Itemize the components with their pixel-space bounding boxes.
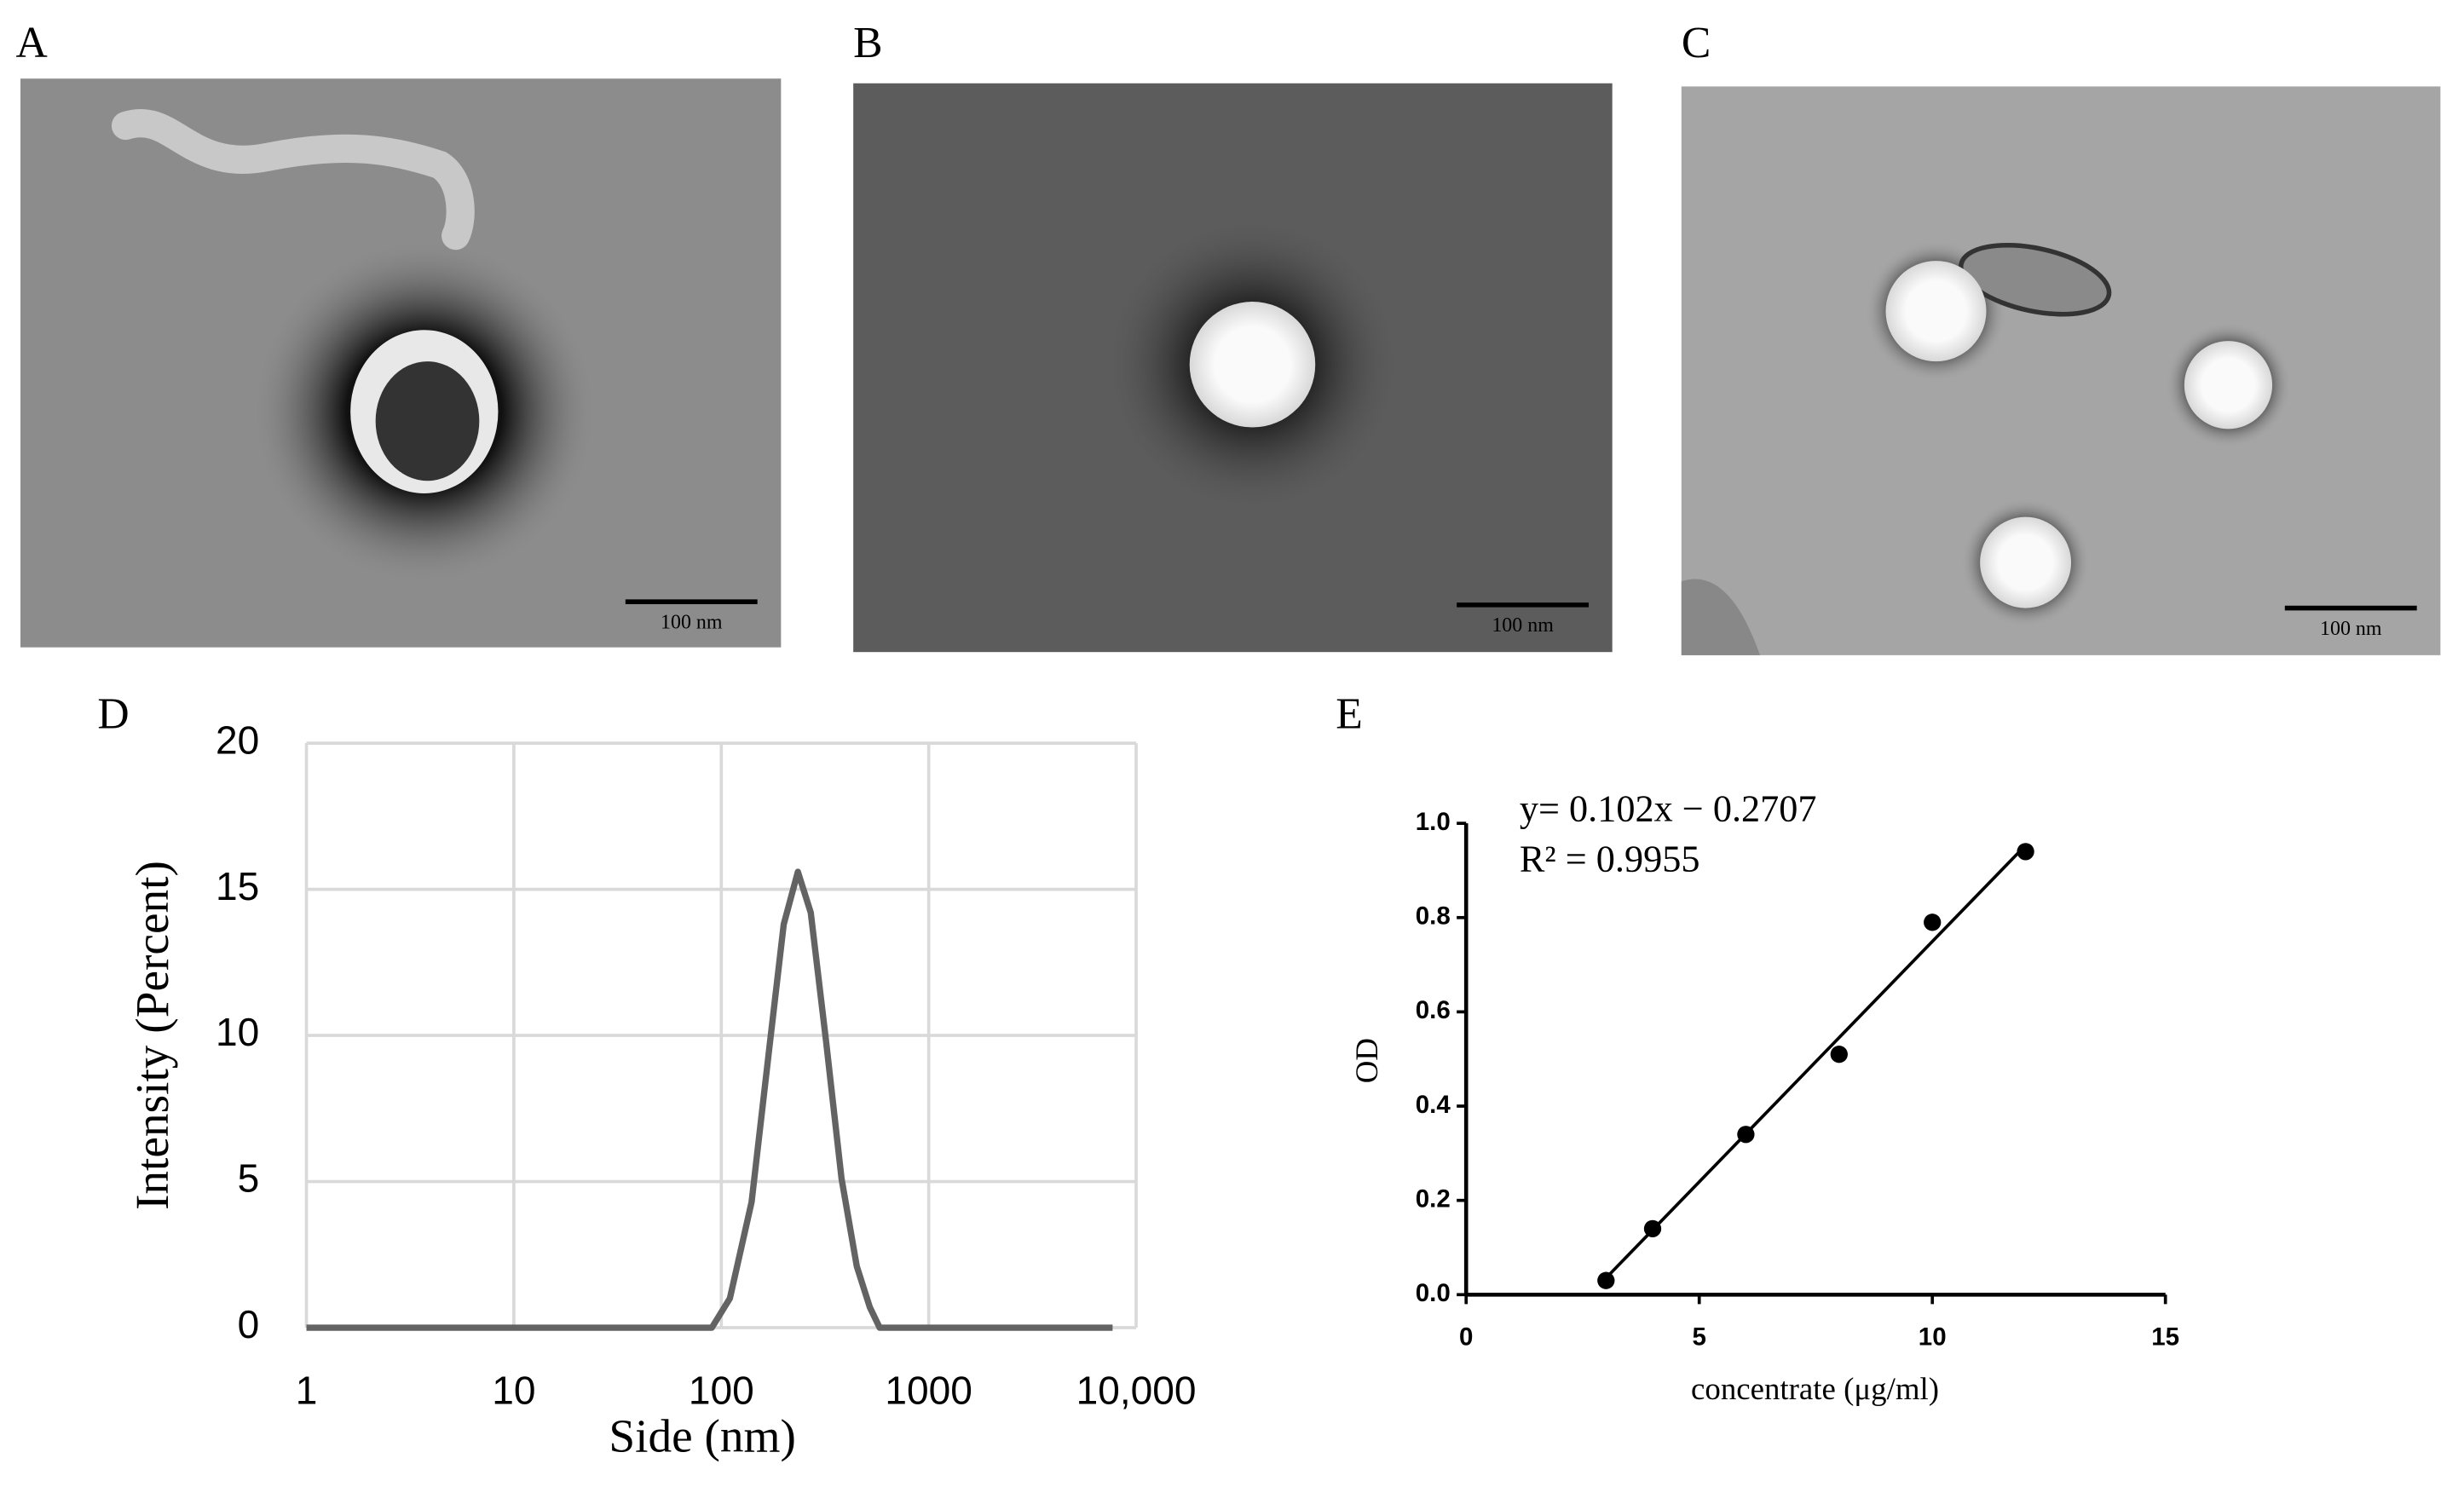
x-tick-label: 15 <box>2151 1323 2179 1352</box>
x-tick-label: 10 <box>492 1369 535 1413</box>
x-axis-title: concentrate (μg/ml) <box>1691 1371 1939 1407</box>
data-line <box>306 868 1113 1331</box>
micrograph-a: 100 nm A <box>15 19 782 648</box>
y-tick-label: 1.0 <box>1416 808 1451 836</box>
fit-line <box>1604 844 2027 1280</box>
panel-label: C <box>1682 19 1711 67</box>
x-axis-title: Side (nm) <box>609 1409 796 1461</box>
y-tick-label: 0.6 <box>1416 996 1451 1024</box>
y-tick-label: 0.4 <box>1416 1091 1451 1119</box>
y-tick-label: 0 <box>238 1302 260 1346</box>
y-tick-label: 20 <box>216 718 259 762</box>
scale-bar-label: 100 nm <box>1492 614 1554 637</box>
data-point <box>1597 1271 1615 1289</box>
y-tick-label: 0.0 <box>1416 1279 1451 1307</box>
annotation: R² = 0.9955 <box>1520 838 1700 879</box>
data-point <box>1830 1046 1848 1063</box>
panel-label: B <box>853 19 882 67</box>
x-tick-label: 100 <box>689 1369 754 1413</box>
y-tick-label: 15 <box>216 864 259 908</box>
annotation: y= 0.102x − 0.2707 <box>1520 787 1817 829</box>
y-tick-label: 10 <box>216 1010 259 1054</box>
data-point <box>1924 914 1942 931</box>
scale-bar-label: 100 nm <box>661 612 723 634</box>
data-point <box>1737 1126 1755 1144</box>
y-axis-title: Intensity (Percent) <box>126 861 178 1210</box>
y-tick-label: 5 <box>238 1156 260 1201</box>
scale-bar-label: 100 nm <box>2320 618 2382 640</box>
x-tick-label: 5 <box>1692 1323 1705 1352</box>
data-point <box>1643 1219 1662 1237</box>
y-axis-title: OD <box>1349 1038 1384 1083</box>
micrograph-c: 100 nm C <box>1681 19 2441 655</box>
x-tick-label: 10 <box>1919 1323 1947 1352</box>
panel-label: A <box>15 19 47 67</box>
micrograph-b: 100 nm B <box>853 19 1613 653</box>
x-tick-label: 10,000 <box>1076 1369 1197 1413</box>
panel-label: E <box>1336 689 1363 738</box>
x-tick-label: 1 <box>296 1369 318 1413</box>
panel-label: D <box>97 689 129 738</box>
y-tick-label: 0.2 <box>1416 1184 1451 1213</box>
y-tick-label: 0.8 <box>1416 902 1451 931</box>
x-tick-label: 0 <box>1459 1323 1473 1352</box>
x-tick-label: 1000 <box>885 1369 972 1413</box>
data-point <box>2017 843 2034 861</box>
